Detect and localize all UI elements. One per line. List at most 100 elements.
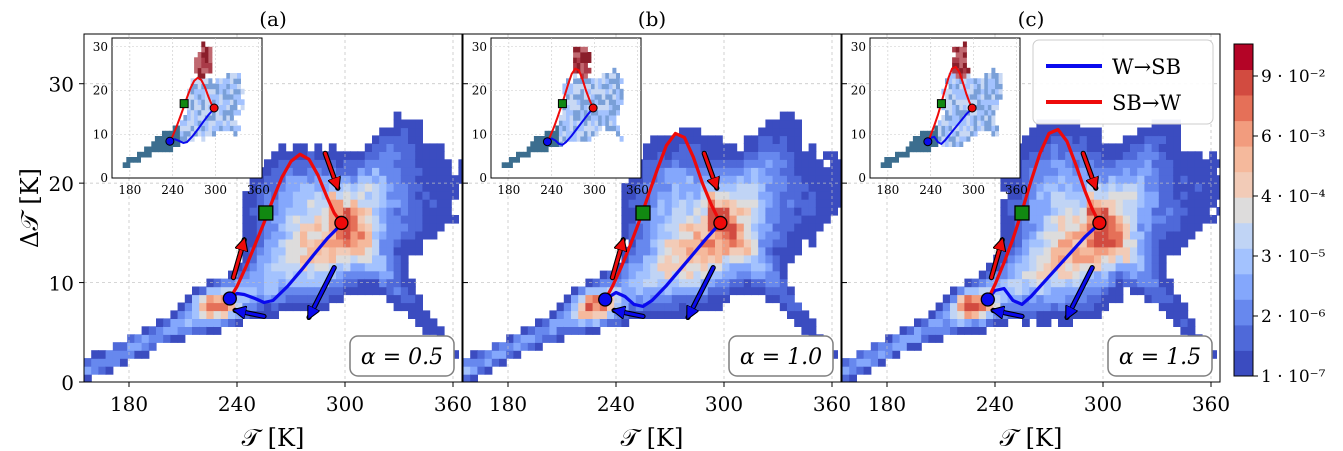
heatmap-cell bbox=[657, 175, 666, 184]
heatmap-cell bbox=[1007, 222, 1016, 232]
heatmap-cell bbox=[722, 207, 730, 216]
heatmap-cell bbox=[357, 230, 366, 240]
heatmap-cell bbox=[199, 326, 207, 335]
heatmap-cell bbox=[700, 135, 709, 144]
inset-cell bbox=[222, 83, 227, 90]
marker-red-circle bbox=[334, 215, 349, 231]
alpha-box-a: α = 0.5 bbox=[349, 335, 455, 377]
heatmap-cell bbox=[1194, 222, 1203, 232]
heatmap-cell bbox=[300, 215, 308, 224]
inset-cell bbox=[533, 146, 538, 153]
inset-cell bbox=[551, 130, 556, 137]
heatmap-cell bbox=[1173, 246, 1181, 256]
inset-cell bbox=[179, 130, 184, 137]
heatmap-cell bbox=[664, 246, 673, 256]
heatmap-cell bbox=[1151, 246, 1160, 256]
heatmap-cell bbox=[815, 191, 824, 200]
heatmap-cell bbox=[1101, 199, 1109, 208]
inset-cell bbox=[984, 73, 989, 79]
heatmap-cell bbox=[1058, 278, 1066, 288]
inset-cell bbox=[966, 130, 971, 137]
inset-cell bbox=[212, 99, 216, 105]
inset-cell bbox=[959, 125, 964, 132]
heatmap-cell bbox=[743, 238, 752, 248]
heatmap-cell bbox=[1194, 199, 1203, 208]
heatmap-cell bbox=[1058, 151, 1066, 160]
heatmap-cell bbox=[372, 167, 380, 176]
heatmap-cell bbox=[758, 199, 766, 208]
inset-cell bbox=[233, 83, 238, 90]
heatmap-cell bbox=[686, 207, 694, 216]
curve-w-to-sb bbox=[986, 221, 1101, 306]
heatmap-cell bbox=[758, 286, 766, 296]
heatmap-cell bbox=[921, 318, 929, 327]
heatmap-cell bbox=[1043, 246, 1052, 256]
inset-cell bbox=[941, 136, 946, 142]
arrow-sb-w-up bbox=[989, 240, 1002, 280]
inset-cell bbox=[566, 130, 570, 137]
heatmap-cell bbox=[1086, 215, 1095, 224]
inset-cell bbox=[612, 94, 617, 100]
inset-cell bbox=[215, 83, 220, 90]
heatmap-cell bbox=[679, 286, 687, 296]
inset-cell bbox=[212, 125, 216, 132]
heatmap-cell bbox=[693, 222, 702, 232]
heatmap-cell bbox=[707, 151, 716, 160]
inset-cell bbox=[991, 120, 996, 126]
heatmap-cell bbox=[256, 199, 265, 208]
heatmap-cell bbox=[271, 207, 279, 216]
heatmap-cell bbox=[686, 167, 694, 176]
heatmap-cell bbox=[386, 254, 395, 264]
inset-cell bbox=[537, 136, 542, 142]
inset-cell bbox=[962, 104, 967, 111]
inset-cell bbox=[190, 125, 195, 132]
heatmap-cell bbox=[1058, 270, 1066, 280]
inset-cell bbox=[952, 104, 957, 111]
inset-cell bbox=[176, 136, 181, 142]
inset-cell bbox=[895, 151, 899, 158]
heatmap-cell bbox=[415, 318, 423, 327]
heatmap-cell bbox=[772, 246, 781, 256]
inset-cell bbox=[887, 157, 892, 163]
inset-cell bbox=[987, 73, 992, 79]
inset-cell bbox=[977, 88, 982, 95]
heatmap-cell bbox=[679, 127, 687, 137]
heatmap-cell bbox=[693, 175, 702, 184]
marker-blue-circle bbox=[598, 292, 613, 307]
heatmap-cell bbox=[722, 230, 730, 240]
heatmap-cell bbox=[1022, 270, 1030, 280]
heatmap-cell bbox=[177, 302, 186, 312]
heatmap-cell bbox=[1187, 191, 1196, 200]
heatmap-cell bbox=[393, 119, 402, 129]
heatmap-cell bbox=[357, 151, 366, 160]
heatmap-cell bbox=[249, 238, 258, 248]
heatmap-cell bbox=[170, 318, 179, 327]
heatmap-cell bbox=[1058, 238, 1066, 248]
heatmap-cell bbox=[451, 191, 459, 200]
heatmap-cell bbox=[271, 254, 279, 264]
heatmap-cell bbox=[842, 374, 850, 382]
heatmap-cell bbox=[1158, 143, 1167, 152]
heatmap-cell bbox=[285, 270, 294, 280]
heatmap-cell bbox=[336, 262, 344, 272]
heatmap-cell bbox=[849, 366, 857, 375]
heatmap-cell bbox=[585, 318, 594, 327]
inset-cell bbox=[229, 125, 234, 132]
heatmap-cell bbox=[372, 183, 380, 192]
inset-cell bbox=[580, 88, 585, 95]
heatmap-cell bbox=[707, 238, 716, 248]
inset-cell bbox=[183, 120, 188, 126]
heatmap-cell bbox=[1173, 135, 1181, 144]
heatmap-cell bbox=[1079, 310, 1088, 319]
heatmap-cell bbox=[1202, 175, 1210, 184]
inset-cell bbox=[537, 141, 542, 147]
heatmap-cell bbox=[1180, 318, 1189, 327]
heatmap-cell bbox=[1158, 167, 1167, 176]
heatmap-cell bbox=[885, 342, 893, 351]
heatmap-cell bbox=[278, 159, 287, 168]
heatmap-cell bbox=[105, 358, 114, 367]
heatmap-cell bbox=[1166, 159, 1174, 168]
heatmap-cell bbox=[1158, 183, 1167, 192]
heatmap-cell bbox=[163, 318, 171, 327]
inset-cell bbox=[233, 78, 238, 84]
